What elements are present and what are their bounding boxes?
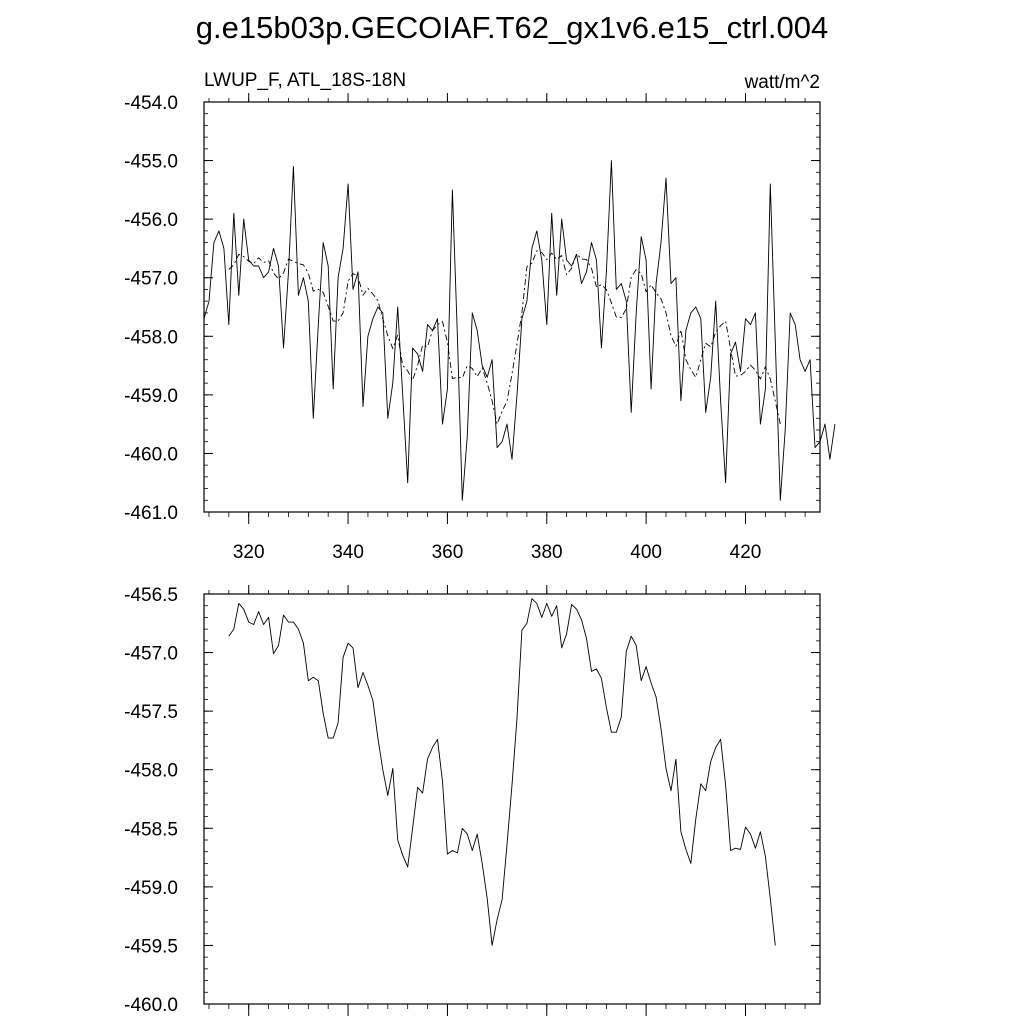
y-tick-label: -459.0 (124, 878, 178, 899)
y-tick-label: -458.0 (124, 327, 178, 348)
plot-frame (203, 101, 821, 513)
y-tick-label: -459.5 (124, 936, 178, 957)
x-tick-label: 360 (432, 542, 464, 563)
series-line (228, 598, 776, 946)
y-tick-label: -458.5 (124, 819, 178, 840)
y-tick-label: -458.0 (124, 761, 178, 782)
x-tick-label: 400 (630, 542, 662, 563)
y-tick-label: -459.0 (124, 386, 178, 407)
y-tick-label: -460.0 (124, 995, 178, 1016)
y-tick-label: -457.5 (124, 702, 178, 723)
y-tick-label: -455.0 (124, 152, 178, 173)
y-tick-label: -454.0 (124, 93, 178, 114)
smoothed-series-line (228, 250, 781, 425)
x-tick-label: 340 (332, 542, 364, 563)
x-tick-label: 420 (730, 542, 762, 563)
y-tick-label: -457.0 (124, 644, 178, 665)
y-tick-label: -460.0 (124, 444, 178, 465)
bottom-panel: -456.5 -457.0 -457.5 -458.0 -458.5 -459.0 -459… (124, 585, 821, 1016)
y-tick-label: -456.5 (124, 585, 178, 606)
x-tick-label: 380 (531, 542, 563, 563)
series-line (203, 160, 836, 501)
plot-frame (203, 593, 821, 1005)
y-tick-label: -456.0 (124, 210, 178, 231)
variable-region-label: LWUP_F, ATL_18S-18N (204, 70, 406, 91)
chart-title: g.e15b03p.GECOIAF.T62_gx1v6.e15_ctrl.004 (196, 10, 828, 45)
y-tick-label: -457.0 (124, 269, 178, 290)
x-tick-label: 320 (233, 542, 265, 563)
top-panel: -454.0 -455.0 -456.0 -457.0 -458.0 -459.0 -460… (124, 93, 836, 563)
units-label: watt/m^2 (744, 72, 820, 93)
y-tick-label: -461.0 (124, 503, 178, 524)
